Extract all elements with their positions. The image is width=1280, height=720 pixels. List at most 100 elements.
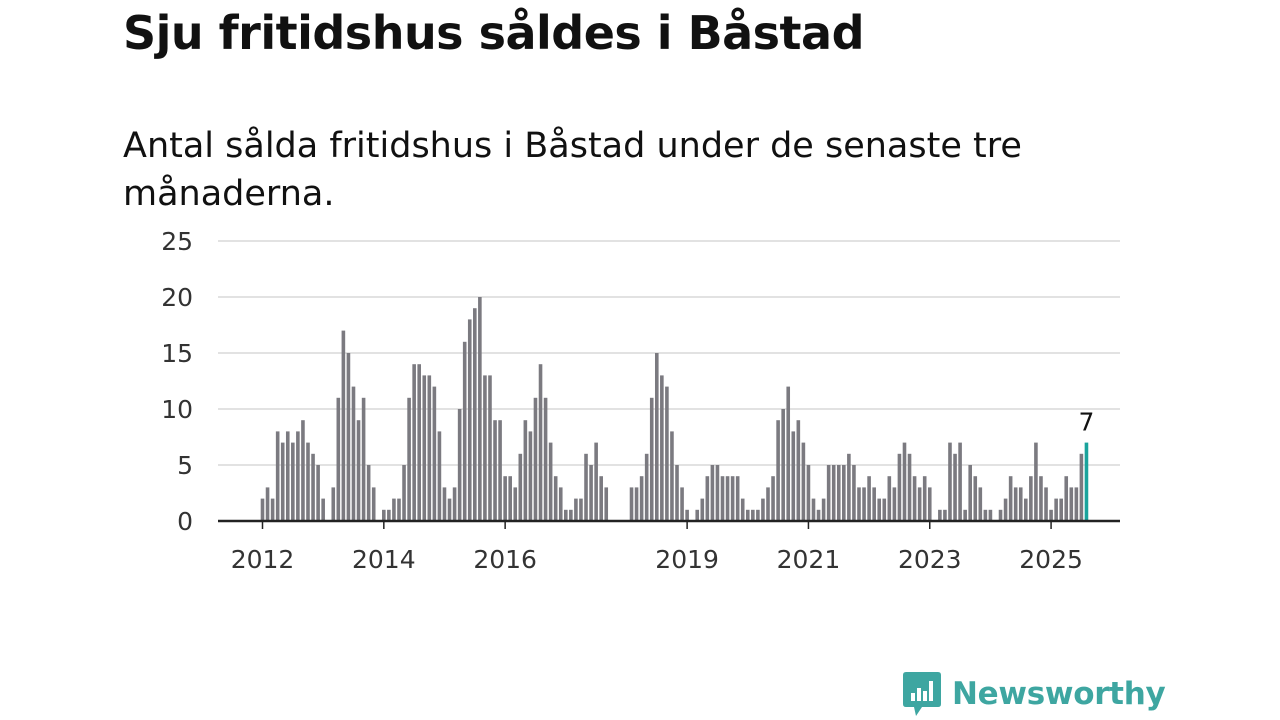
- bar: [1029, 476, 1033, 521]
- bar: [882, 498, 887, 521]
- bar: [735, 476, 740, 521]
- bar: [1018, 487, 1023, 521]
- x-tick-label: 2025: [1019, 545, 1083, 574]
- bar: [407, 397, 411, 521]
- bar: [740, 498, 745, 521]
- chart-title: Sju fritidshus såldes i Båstad: [123, 6, 865, 60]
- bar: [634, 487, 639, 521]
- bar: [943, 509, 947, 521]
- bar: [998, 509, 1003, 521]
- bar: [1024, 498, 1028, 521]
- bar: [579, 498, 583, 521]
- bar: [695, 509, 700, 521]
- bar: [564, 509, 568, 521]
- newsworthy-logo-icon: [903, 672, 941, 716]
- bar: [700, 498, 705, 521]
- bar: [599, 476, 603, 521]
- bar: [574, 498, 578, 521]
- bar: [1079, 453, 1084, 521]
- bar: [629, 487, 634, 521]
- bar: [654, 353, 659, 521]
- bar: [781, 409, 785, 521]
- x-tick-label: 2016: [473, 545, 537, 574]
- bar: [569, 509, 573, 521]
- bar: [533, 397, 538, 521]
- bar: [351, 386, 356, 521]
- bar: [437, 431, 442, 521]
- bar: [488, 375, 492, 521]
- x-tick-label: 2014: [352, 545, 416, 574]
- bar: [1034, 442, 1038, 521]
- bar: [280, 442, 285, 521]
- bar: [316, 465, 320, 521]
- bar: [963, 509, 967, 521]
- bar: [826, 465, 831, 521]
- bar: [756, 509, 760, 521]
- bar: [649, 397, 654, 521]
- bar: [483, 375, 487, 521]
- bar: [831, 465, 836, 521]
- x-tick-label: 2019: [655, 545, 719, 574]
- bar: [331, 487, 336, 521]
- bar: [397, 498, 401, 521]
- bar: [518, 453, 523, 521]
- bar: [761, 498, 765, 521]
- bar: [604, 487, 609, 521]
- bar: [270, 498, 275, 521]
- y-tick-label: 5: [177, 451, 193, 480]
- bar: [897, 453, 902, 521]
- y-axis-ticks: 0 5 10 15 20 25: [161, 227, 193, 536]
- bar: [715, 465, 720, 521]
- bar: [306, 442, 310, 521]
- bar: [432, 386, 437, 521]
- bar: [938, 509, 942, 521]
- bar: [958, 442, 962, 521]
- bar: [301, 420, 305, 521]
- bar: [1003, 498, 1008, 521]
- bar: [842, 465, 846, 521]
- bar: [988, 509, 993, 521]
- bar: [801, 442, 806, 521]
- bar: [1013, 487, 1018, 521]
- bar: [447, 498, 452, 521]
- bar: [821, 498, 826, 521]
- bar: [478, 297, 482, 521]
- bar: [371, 487, 376, 521]
- x-axis-ticks: 2012 2014 2016 2019 2021 2023 2025: [231, 521, 1083, 574]
- bar: [685, 509, 689, 521]
- bar: [427, 375, 432, 521]
- bar: [791, 431, 796, 521]
- y-tick-label: 15: [161, 339, 193, 368]
- bar: [983, 509, 988, 521]
- bar: [806, 465, 811, 521]
- bar: [473, 308, 477, 521]
- bar: [892, 487, 897, 521]
- bar: [553, 476, 558, 521]
- bar: [457, 409, 462, 521]
- bar: [584, 453, 588, 521]
- bars: [260, 297, 1089, 521]
- bar: [513, 487, 518, 521]
- bar: [1008, 476, 1013, 521]
- bar: [816, 509, 821, 521]
- bar: [361, 397, 366, 521]
- bar: [847, 453, 851, 521]
- bar: [285, 431, 290, 521]
- bar: [291, 442, 295, 521]
- chart-subtitle: Antal sålda fritidshus i Båstad under de…: [123, 126, 1022, 214]
- bar: [417, 364, 421, 521]
- bar: [665, 386, 669, 521]
- bar: [927, 487, 932, 521]
- bar: [675, 465, 679, 521]
- bar: [1044, 487, 1048, 521]
- bar: [1059, 498, 1063, 521]
- bar: [558, 487, 563, 521]
- bar: [867, 476, 871, 521]
- bar: [968, 465, 972, 521]
- bar: [725, 476, 730, 521]
- bar: [811, 498, 816, 521]
- bar: [260, 498, 265, 521]
- bar: [922, 476, 927, 521]
- y-tick-label: 0: [177, 507, 193, 536]
